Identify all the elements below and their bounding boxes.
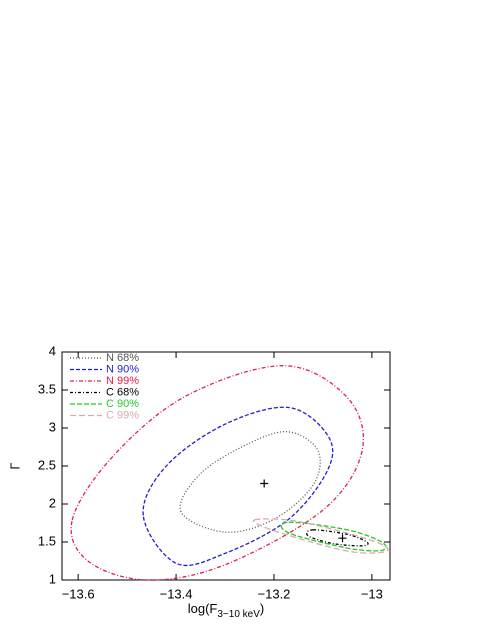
x-tick-label: −13.4 — [160, 586, 193, 601]
legend-label: C 68% — [106, 386, 139, 398]
x-tick-label: −13.2 — [258, 586, 291, 601]
legend-label: N 90% — [106, 363, 139, 375]
best-fit-marker — [338, 534, 347, 543]
y-tick-label: 2 — [49, 495, 56, 510]
contour — [305, 529, 369, 547]
legend-label: C 90% — [106, 398, 139, 410]
y-tick-label: 2.5 — [38, 457, 56, 472]
x-label-sub: 3−10 keV — [217, 609, 260, 620]
best-fit-marker — [260, 479, 269, 488]
contour — [280, 521, 387, 552]
y-tick-label: 4 — [49, 343, 56, 358]
y-tick-label: 1 — [49, 571, 56, 586]
legend-label: N 99% — [106, 375, 139, 387]
y-axis-label: Γ — [7, 462, 22, 469]
legend-label: C 99% — [106, 409, 139, 421]
x-label-main: log(F — [188, 601, 218, 616]
x-label-end: ) — [260, 601, 264, 616]
x-axis-label: log(F3−10 keV) — [188, 601, 265, 619]
y-tick-label: 3.5 — [38, 381, 56, 396]
legend-label: N 68% — [106, 352, 139, 364]
y-tick-label: 3 — [49, 419, 56, 434]
contour — [179, 430, 321, 533]
contour — [142, 406, 334, 567]
x-tick-label: −13.6 — [62, 586, 95, 601]
contour — [252, 518, 389, 554]
contour — [70, 365, 365, 581]
x-tick-label: −13 — [361, 586, 383, 601]
y-tick-label: 1.5 — [38, 533, 56, 548]
